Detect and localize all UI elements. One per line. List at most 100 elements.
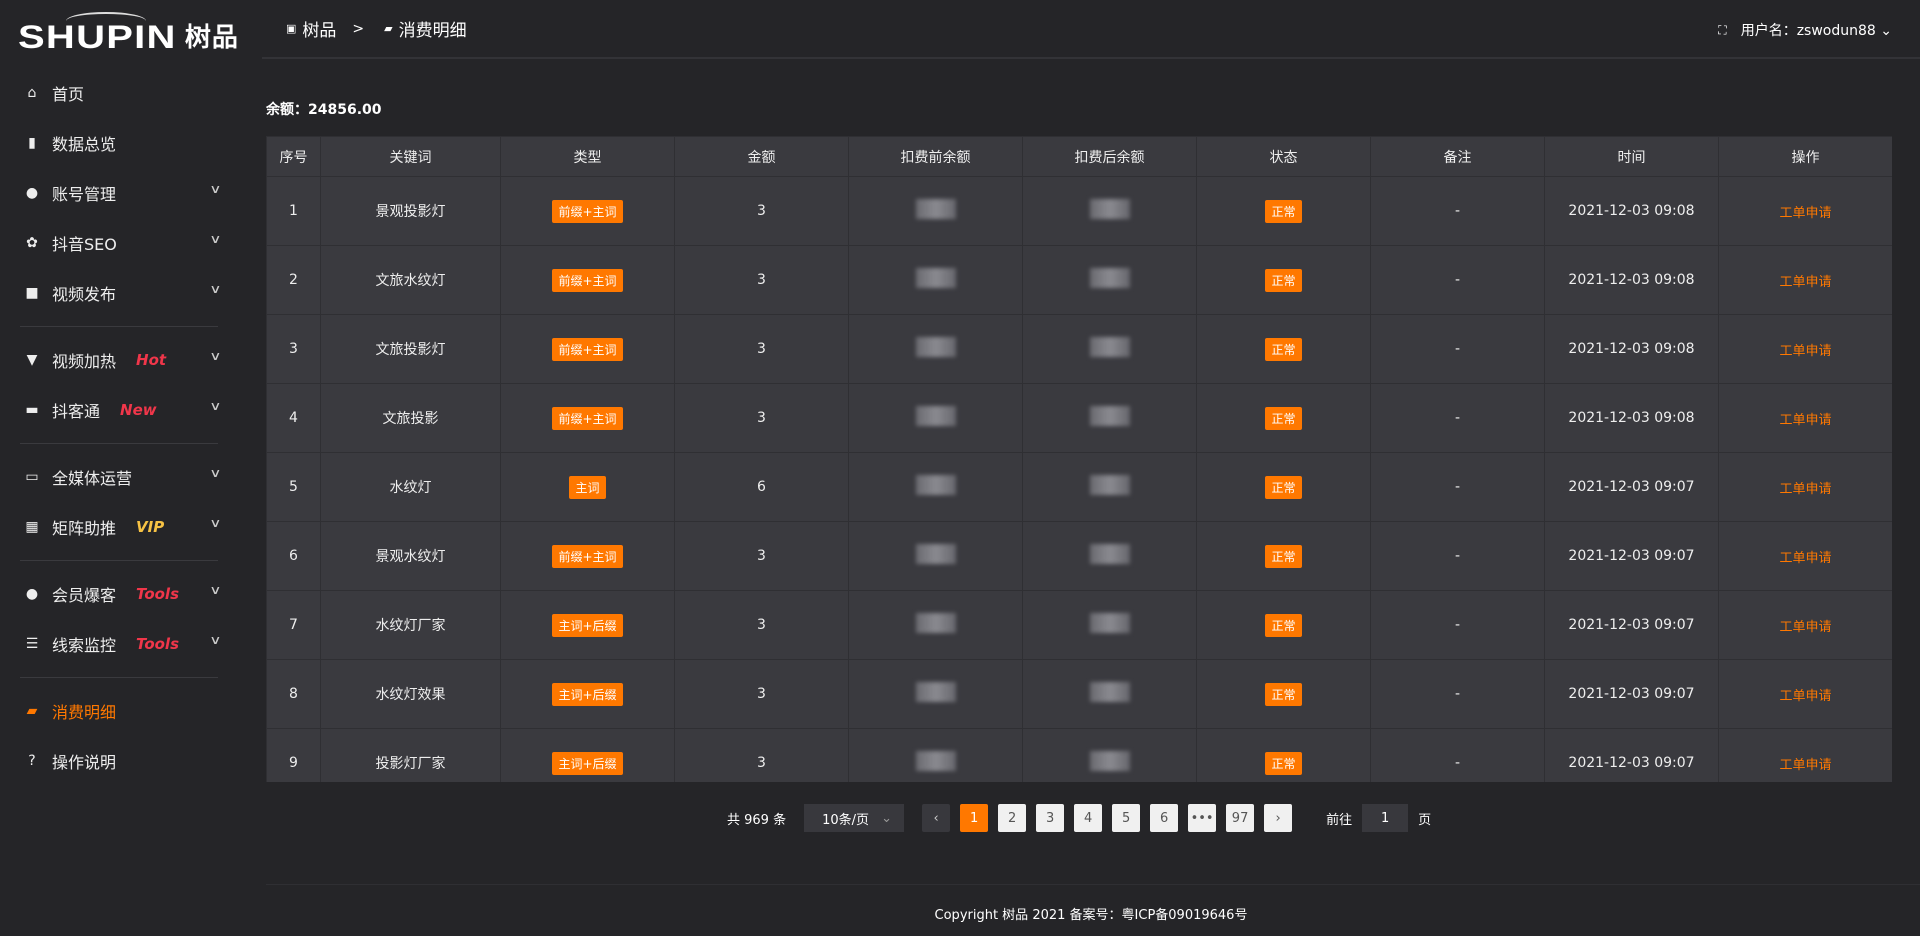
breadcrumb-home[interactable]: 树品 bbox=[302, 21, 337, 41]
sidebar-item-13[interactable]: ☰ 线索监控 Tools ∨ bbox=[0, 619, 262, 669]
status-badge: 正常 bbox=[1265, 475, 1302, 499]
ticket-request-link[interactable]: 工单申请 bbox=[1779, 619, 1832, 635]
sidebar-item-2[interactable]: ● 账号管理 ∨ bbox=[0, 168, 262, 218]
cell-9: 工单申请 bbox=[1718, 383, 1892, 453]
sidebar-item-9[interactable]: ▭ 全媒体运营 ∨ bbox=[0, 452, 262, 502]
cell-8: 2021-12-03 09:08 bbox=[1544, 383, 1719, 453]
cell-5 bbox=[1022, 521, 1197, 591]
sidebar-item-6[interactable]: ▼ 视频加热 Hot ∨ bbox=[0, 335, 262, 385]
sidebar-item-1[interactable]: ▮ 数据总览 bbox=[0, 118, 262, 168]
cell-9: 工单申请 bbox=[1718, 314, 1892, 384]
consumption-table[interactable]: 序号 关键词 类型 金额 扣费前余额 扣费后余额 状态 备注 时间 操作 1 景观投影灯 前缀+主词 3… bbox=[266, 136, 1892, 782]
ticket-request-link[interactable]: 工单申请 bbox=[1779, 550, 1832, 566]
sidebar-item-15[interactable]: ▰ 消费明细 bbox=[0, 686, 262, 736]
footer-divider bbox=[266, 884, 1920, 885]
redacted-value bbox=[1089, 406, 1130, 426]
cell-8: 2021-12-03 09:07 bbox=[1544, 452, 1719, 522]
cell-0: 1 bbox=[266, 176, 321, 246]
sidebar-item-3[interactable]: ✿ 抖音SEO ∨ bbox=[0, 218, 262, 268]
status-badge: 正常 bbox=[1265, 337, 1302, 361]
page-button[interactable]: 97 bbox=[1226, 804, 1255, 832]
cell-5 bbox=[1022, 176, 1197, 246]
cell-3: 3 bbox=[674, 659, 849, 729]
cell-1: 水纹灯厂家 bbox=[320, 590, 501, 660]
type-badge: 主词+后缀 bbox=[552, 751, 623, 775]
cell-1: 水纹灯 bbox=[320, 452, 501, 522]
sidebar-item-0[interactable]: ⌂ 首页 bbox=[0, 68, 262, 118]
redacted-value bbox=[915, 544, 956, 564]
cell-0: 9 bbox=[266, 728, 321, 782]
table-row: 1 景观投影灯 前缀+主词 3 正常 -2021-12-03 09:08 工单申请 bbox=[266, 176, 1892, 246]
page-button[interactable]: 3 bbox=[1036, 804, 1065, 832]
chevron-down-icon: ∨ bbox=[209, 516, 222, 530]
sidebar-item-tag: New bbox=[120, 401, 157, 419]
type-badge: 前缀+主词 bbox=[552, 406, 623, 430]
redacted-value bbox=[915, 268, 956, 288]
page-size-select[interactable]: 10条/页 ⌄ bbox=[804, 804, 905, 832]
table-row: 6 景观水纹灯 前缀+主词 3 正常 -2021-12-03 09:07 工单申请 bbox=[266, 521, 1892, 591]
sidebar-item-12[interactable]: ● 会员爆客 Tools ∨ bbox=[0, 569, 262, 619]
sidebar-item-10[interactable]: ▦ 矩阵助推 VIP ∨ bbox=[0, 502, 262, 552]
goto-label: 前往 bbox=[1326, 812, 1353, 828]
prev-page-button[interactable]: ‹ bbox=[922, 804, 951, 832]
fullscreen-icon[interactable]: ⛶ bbox=[1718, 22, 1727, 37]
redacted-value bbox=[915, 199, 956, 219]
sidebar-item-label: 账号管理 bbox=[52, 185, 117, 204]
ticket-request-link[interactable]: 工单申请 bbox=[1779, 274, 1832, 290]
cell-2: 前缀+主词 bbox=[500, 383, 675, 453]
page-button[interactable]: 5 bbox=[1112, 804, 1141, 832]
sidebar-item-16[interactable]: ? 操作说明 bbox=[0, 736, 262, 786]
type-badge: 主词+后缀 bbox=[552, 613, 623, 637]
cell-1: 文旅投影 bbox=[320, 383, 501, 453]
cell-2: 主词+后缀 bbox=[500, 728, 675, 782]
type-badge: 主词+后缀 bbox=[552, 682, 623, 706]
cell-0: 8 bbox=[266, 659, 321, 729]
redacted-value bbox=[915, 337, 956, 357]
table-row: 3 文旅投影灯 前缀+主词 3 正常 -2021-12-03 09:08 工单申请 bbox=[266, 314, 1892, 384]
sidebar-item-label: 数据总览 bbox=[52, 135, 117, 154]
user-area: ⛶ 用户名：zswodun88 ⌄ bbox=[1718, 20, 1892, 40]
page-button[interactable]: 6 bbox=[1150, 804, 1179, 832]
breadcrumb: ▣ 树品 > ▰ 消费明细 bbox=[286, 16, 467, 42]
sliders-icon: ☰ bbox=[25, 636, 39, 652]
cell-4 bbox=[848, 245, 1023, 315]
chevron-down-icon: ∨ bbox=[209, 282, 222, 296]
table-row: 7 水纹灯厂家 主词+后缀 3 正常 -2021-12-03 09:07 工单申请 bbox=[266, 590, 1892, 660]
cell-7: - bbox=[1370, 659, 1545, 729]
cell-2: 前缀+主词 bbox=[500, 176, 675, 246]
chevron-down-icon: ∨ bbox=[209, 466, 222, 480]
table-row: 8 水纹灯效果 主词+后缀 3 正常 -2021-12-03 09:07 工单申请 bbox=[266, 659, 1892, 729]
cell-6: 正常 bbox=[1196, 245, 1371, 315]
next-page-button[interactable]: › bbox=[1264, 804, 1293, 832]
column-header: 关键词 bbox=[320, 136, 501, 177]
cell-8: 2021-12-03 09:07 bbox=[1544, 728, 1719, 782]
ticket-request-link[interactable]: 工单申请 bbox=[1779, 205, 1832, 221]
page-button[interactable]: 2 bbox=[998, 804, 1027, 832]
ticket-request-link[interactable]: 工单申请 bbox=[1779, 481, 1832, 497]
cell-5 bbox=[1022, 452, 1197, 522]
sidebar-divider bbox=[20, 326, 218, 327]
status-badge: 正常 bbox=[1265, 613, 1302, 637]
goto-page-input[interactable]: 1 bbox=[1362, 804, 1409, 832]
sidebar-divider bbox=[20, 677, 218, 678]
ticket-request-link[interactable]: 工单申请 bbox=[1779, 412, 1832, 428]
page-button[interactable]: ••• bbox=[1188, 804, 1217, 832]
ticket-request-link[interactable]: 工单申请 bbox=[1779, 343, 1832, 359]
ticket-request-link[interactable]: 工单申请 bbox=[1779, 757, 1832, 773]
sidebar-item-7[interactable]: ▬ 抖客通 New ∨ bbox=[0, 385, 262, 435]
top-header: ▣ 树品 > ▰ 消费明细 ⛶ 用户名：zswodun88 ⌄ bbox=[262, 0, 1920, 59]
sidebar-item-label: 视频加热 bbox=[52, 352, 117, 371]
sidebar-item-4[interactable]: ■ 视频发布 ∨ bbox=[0, 268, 262, 318]
cell-9: 工单申请 bbox=[1718, 176, 1892, 246]
page-button[interactable]: 1 bbox=[960, 804, 989, 832]
chart-icon: ▣ bbox=[286, 22, 297, 35]
cell-6: 正常 bbox=[1196, 452, 1371, 522]
user-menu[interactable]: 用户名：zswodun88 ⌄ bbox=[1741, 20, 1892, 40]
sidebar-item-label: 会员爆客 bbox=[52, 586, 117, 605]
type-badge: 前缀+主词 bbox=[552, 268, 623, 292]
page-button[interactable]: 4 bbox=[1074, 804, 1103, 832]
ticket-request-link[interactable]: 工单申请 bbox=[1779, 688, 1832, 704]
cell-9: 工单申请 bbox=[1718, 728, 1892, 782]
username-label: 用户名： bbox=[1740, 23, 1797, 39]
chevron-down-icon: ∨ bbox=[209, 633, 222, 647]
